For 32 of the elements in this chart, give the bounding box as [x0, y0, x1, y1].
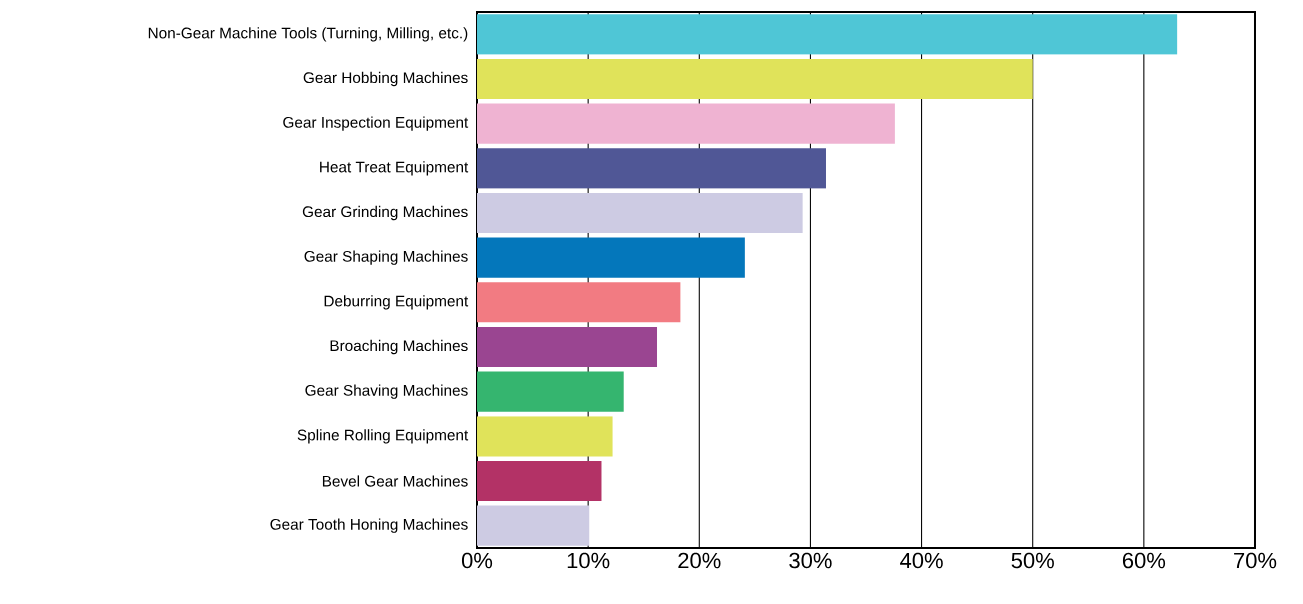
bar: [477, 192, 803, 234]
y-tick-label: Bevel Gear Machines: [322, 475, 468, 487]
x-tick-label: 50%: [1011, 552, 1054, 569]
y-tick-label: Non-Gear Machine Tools (Turning, Milling, etc.): [148, 27, 468, 42]
y-tick-label: Gear Tooth Honing Machines: [270, 518, 468, 533]
x-tick-label: 10%: [567, 552, 610, 569]
x-tick-label: 30%: [789, 552, 832, 569]
bar: [477, 58, 1033, 100]
x-tick-label: 0%: [461, 552, 493, 569]
y-tick-label: Deburring Equipment: [324, 295, 469, 310]
bar: [477, 371, 624, 412]
bar: [477, 460, 602, 502]
bar: [477, 282, 681, 323]
x-tick-label: 40%: [900, 552, 943, 569]
y-tick-label: Heat Treat Equipment: [320, 161, 469, 176]
y-tick-label: Gear Hobbing Machines: [303, 71, 468, 87]
y-tick-label: Broaching Machines: [330, 339, 468, 355]
y-tick-label: Gear Grinding Machines: [302, 205, 468, 221]
x-tick-label: 60%: [1122, 552, 1166, 569]
x-tick-label: 70%: [1234, 552, 1277, 569]
bar: [477, 237, 745, 278]
y-tick-label: Gear Inspection Equipment: [283, 116, 469, 131]
bar: [477, 416, 613, 457]
y-tick-label: Gear Shaping Machines: [304, 250, 468, 265]
bar: [477, 14, 1178, 55]
bar: [477, 326, 658, 368]
bar: [477, 148, 826, 189]
bar: [477, 103, 895, 144]
x-tick-label: 20%: [678, 552, 721, 569]
bar: [477, 505, 590, 546]
y-tick-label: Gear Shaving Machines: [305, 384, 468, 399]
y-tick-label: Spline Rolling Equipment: [297, 429, 469, 444]
